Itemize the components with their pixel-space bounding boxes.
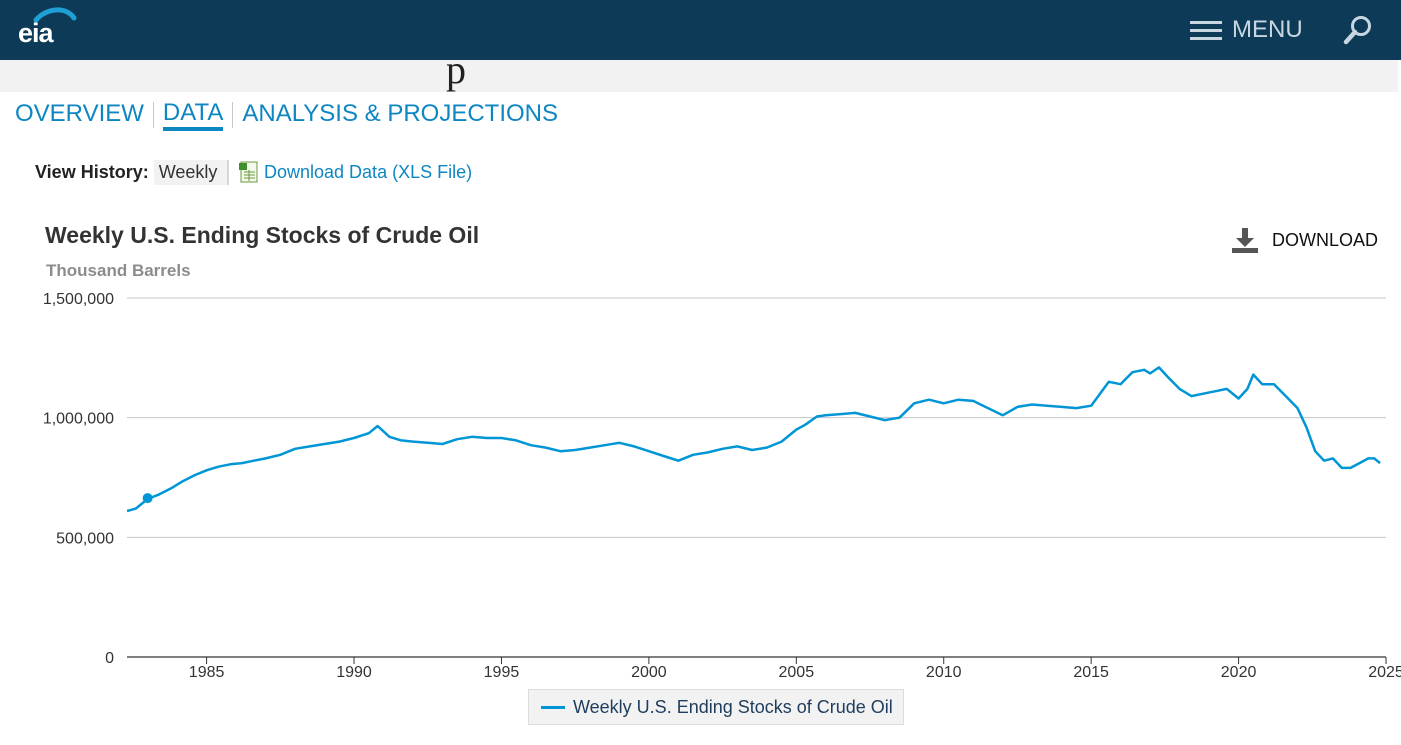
y-axis: 0 500,000 1,000,000 1,500,000 xyxy=(43,291,114,667)
chart-title: Weekly U.S. Ending Stocks of Crude Oil xyxy=(45,222,480,248)
view-history-label: View History: xyxy=(35,161,149,182)
tab-divider xyxy=(152,102,154,128)
x-axis: 1985 1990 1995 2000 2005 2010 2015 2020 2025 xyxy=(189,657,1401,680)
view-history-select[interactable]: Weekly xyxy=(153,159,230,185)
legend-label: Weekly U.S. Ending Stocks of Crude Oil xyxy=(573,696,893,717)
x-tick-label: 2020 xyxy=(1221,664,1257,680)
x-tick-label: 1985 xyxy=(189,664,225,680)
series-layer xyxy=(126,366,1381,513)
download-xls-label: Download Data (XLS File) xyxy=(264,161,473,182)
x-tick-label: 2005 xyxy=(779,664,815,680)
download-icon xyxy=(1232,228,1258,253)
logo-swoosh-icon xyxy=(33,7,77,23)
hover-point-marker xyxy=(142,493,153,504)
grid-layer xyxy=(127,297,1386,658)
line-chart: 0 500,000 1,000,000 1,500,000 1985 1990 1995 2… xyxy=(43,291,1401,680)
tab-analysis-projections[interactable]: ANALYSIS & PROJECTIONS xyxy=(242,100,559,127)
chart-subtitle: Thousand Barrels xyxy=(46,261,191,280)
search-icon[interactable] xyxy=(1341,13,1375,47)
view-history: View History: Weekly xyxy=(35,159,230,185)
chart-legend[interactable]: Weekly U.S. Ending Stocks of Crude Oil xyxy=(528,689,904,725)
page-title-fragment: p xyxy=(446,60,466,92)
x-tick-label: 2000 xyxy=(631,664,667,680)
y-tick-label: 500,000 xyxy=(56,530,114,547)
tab-data[interactable]: DATA xyxy=(162,99,224,131)
eia-logo[interactable]: eia xyxy=(18,6,78,50)
series-line xyxy=(126,366,1381,513)
site-header: eia MENU xyxy=(0,0,1401,60)
spreadsheet-icon xyxy=(239,161,258,183)
menu-label: MENU xyxy=(1232,16,1303,43)
legend-swatch xyxy=(541,705,565,709)
x-tick-label: 2010 xyxy=(926,664,962,680)
chart-download-label: DOWNLOAD xyxy=(1272,229,1379,250)
y-tick-label: 0 xyxy=(105,650,114,667)
page-title-bar: p xyxy=(0,60,1398,92)
tab-overview[interactable]: OVERVIEW xyxy=(15,100,144,127)
download-xls-link[interactable]: Download Data (XLS File) xyxy=(239,161,472,183)
y-tick-label: 1,500,000 xyxy=(43,291,114,308)
chart-download-button[interactable]: DOWNLOAD xyxy=(1232,227,1378,253)
x-tick-label: 2025 xyxy=(1368,664,1401,680)
y-tick-label: 1,000,000 xyxy=(43,411,114,428)
x-tick-label: 1990 xyxy=(336,664,372,680)
logo-text: eia xyxy=(18,18,54,48)
x-tick-label: 2015 xyxy=(1073,664,1109,680)
hamburger-icon xyxy=(1190,19,1224,41)
tab-divider xyxy=(232,102,234,128)
menu-button[interactable]: MENU xyxy=(1190,15,1303,45)
x-tick-label: 1995 xyxy=(484,664,520,680)
section-tabs: OVERVIEW DATA ANALYSIS & PROJECTIONS xyxy=(15,99,559,131)
